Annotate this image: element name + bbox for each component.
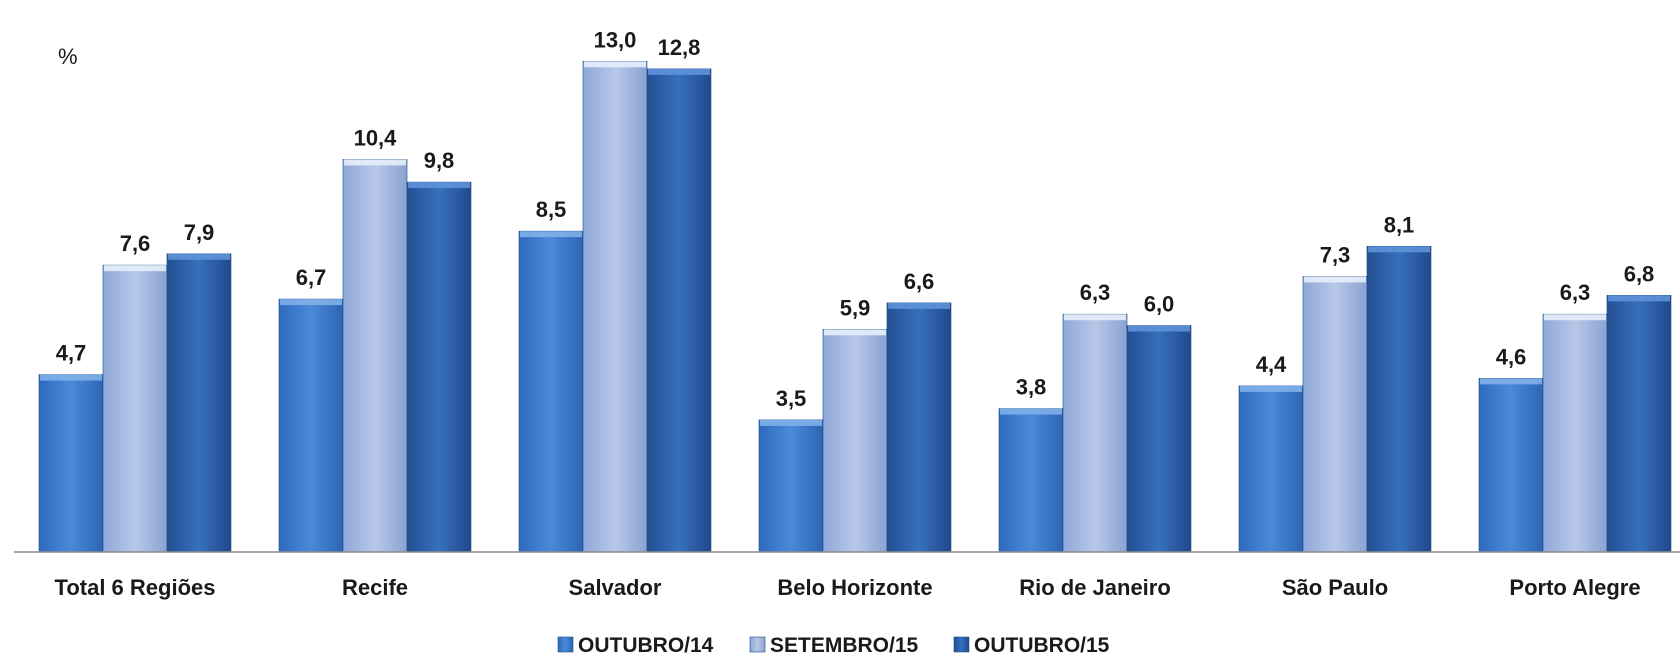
- value-label: 6,7: [296, 265, 327, 290]
- value-label: 6,3: [1560, 280, 1591, 305]
- bar-cap-1-2: [584, 61, 646, 68]
- value-label: 10,4: [354, 125, 398, 150]
- bar-cap-0-4: [1000, 408, 1062, 415]
- value-label: 7,3: [1320, 242, 1351, 267]
- bar-cap-1-3: [824, 329, 886, 336]
- bar-cap-1-0: [104, 265, 166, 272]
- legend-swatch-2: [953, 636, 970, 653]
- bar-cap-1-5: [1304, 276, 1366, 283]
- category-label: Porto Alegre: [1509, 575, 1640, 600]
- bar-0-5: [1238, 385, 1304, 553]
- bar-cap-0-0: [40, 374, 102, 381]
- value-label: 9,8: [424, 148, 455, 173]
- value-label: 6,6: [904, 269, 935, 294]
- bar-cap-2-6: [1608, 295, 1670, 302]
- value-label: 6,3: [1080, 280, 1111, 305]
- bar-0-2: [518, 230, 584, 553]
- bar-2-2: [646, 68, 712, 553]
- bar-cap-1-1: [344, 159, 406, 166]
- bar-cap-2-5: [1368, 246, 1430, 253]
- category-label: Total 6 Regiões: [55, 575, 216, 600]
- value-labels-layer: 4,7 7,6 7,9 6,7 10,4 9,8 8,5 13,0 12,8 3,5 5,9 6,6 3…: [56, 27, 1655, 411]
- legend-label: OUTUBRO/14: [578, 634, 714, 657]
- bar-2-0: [166, 253, 232, 553]
- bar-2-5: [1366, 245, 1432, 553]
- value-label: 8,5: [536, 197, 567, 222]
- bar-cap-0-1: [280, 299, 342, 306]
- bars-layer: [38, 61, 1672, 553]
- value-label: 12,8: [658, 35, 701, 60]
- bar-cap-0-6: [1480, 378, 1542, 385]
- category-label: Recife: [342, 575, 408, 600]
- bar-cap-1-4: [1064, 314, 1126, 321]
- bar-0-3: [758, 419, 824, 553]
- category-labels-layer: Total 6 Regiões Recife Salvador Belo Horizo…: [55, 575, 1641, 600]
- bar-1-6: [1542, 313, 1608, 553]
- bar-0-4: [998, 408, 1064, 553]
- bar-1-0: [102, 264, 168, 553]
- value-label: 4,7: [56, 341, 87, 366]
- bar-cap-0-5: [1240, 385, 1302, 392]
- bar-2-1: [406, 181, 472, 553]
- value-label: 4,4: [1256, 352, 1287, 377]
- bar-0-6: [1478, 378, 1544, 553]
- bar-cap-1-6: [1544, 314, 1606, 321]
- bar-1-1: [342, 159, 408, 553]
- category-label: Salvador: [569, 575, 662, 600]
- bar-2-3: [886, 302, 952, 553]
- bar-2-6: [1606, 295, 1672, 553]
- unit-label: %: [58, 44, 78, 69]
- bar-cap-2-1: [408, 182, 470, 189]
- category-label: Rio de Janeiro: [1019, 575, 1171, 600]
- legend-label: OUTUBRO/15: [974, 634, 1110, 657]
- legend-label: SETEMBRO/15: [770, 634, 919, 657]
- bar-0-0: [38, 374, 104, 553]
- value-label: 13,0: [594, 27, 637, 52]
- bar-2-4: [1126, 325, 1192, 553]
- bar-cap-2-2: [648, 68, 710, 75]
- bar-cap-2-3: [888, 302, 950, 309]
- value-label: 8,1: [1384, 212, 1415, 237]
- bar-1-5: [1302, 276, 1368, 553]
- category-label: Belo Horizonte: [777, 575, 932, 600]
- legend-swatch-0: [557, 636, 574, 653]
- value-label: 7,9: [184, 220, 215, 245]
- bar-0-1: [278, 298, 344, 553]
- category-label: São Paulo: [1282, 575, 1388, 600]
- value-label: 3,8: [1016, 375, 1047, 400]
- value-label: 5,9: [840, 295, 871, 320]
- value-label: 4,6: [1496, 344, 1527, 369]
- bar-1-3: [822, 329, 888, 553]
- value-label: 3,5: [776, 386, 807, 411]
- bar-cap-0-2: [520, 231, 582, 238]
- bar-cap-2-4: [1128, 325, 1190, 332]
- bar-cap-0-3: [760, 419, 822, 426]
- value-label: 6,8: [1624, 261, 1655, 286]
- bar-1-2: [582, 61, 648, 553]
- bar-cap-2-0: [168, 253, 230, 260]
- value-label: 6,0: [1144, 292, 1175, 317]
- value-label: 7,6: [120, 231, 151, 256]
- legend: OUTUBRO/14 SETEMBRO/15 OUTUBRO/15: [557, 634, 1110, 657]
- bar-1-4: [1062, 313, 1128, 553]
- legend-swatch-1: [749, 636, 766, 653]
